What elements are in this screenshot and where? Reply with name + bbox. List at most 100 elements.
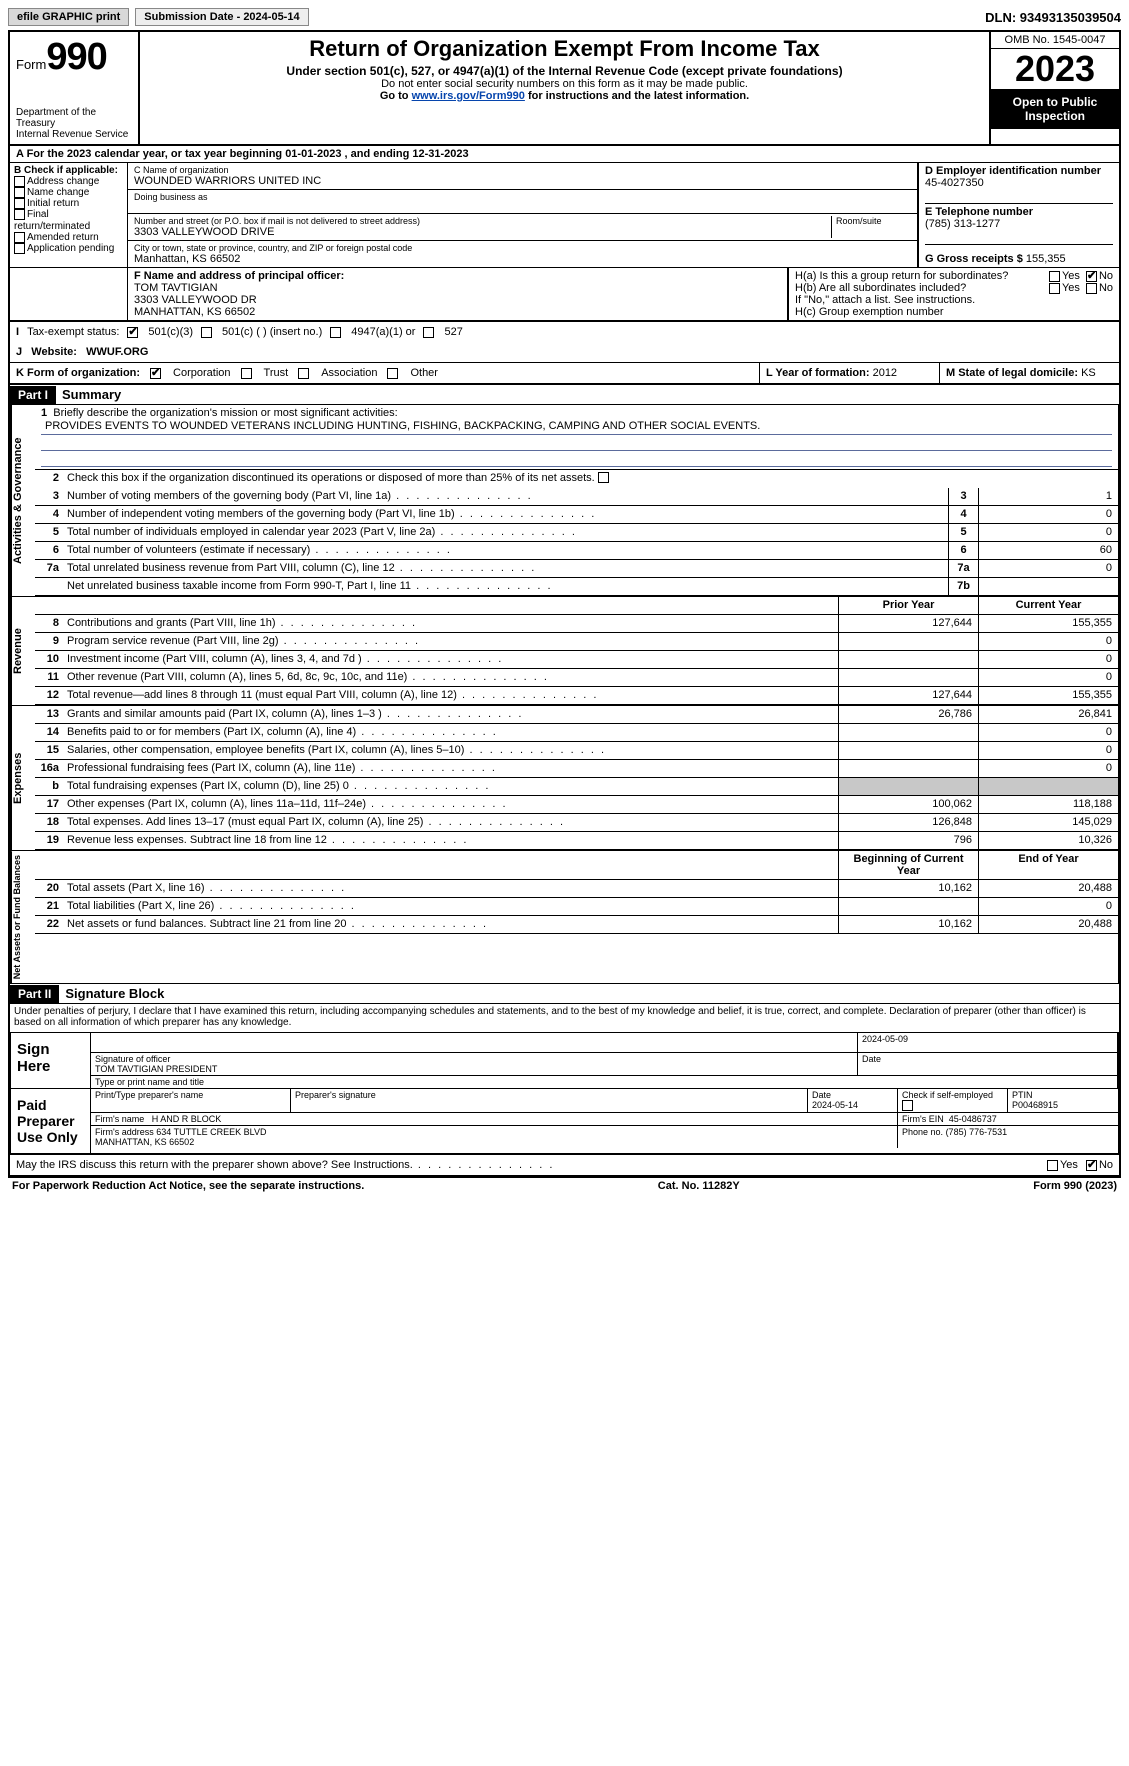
chk-amended[interactable] [14, 232, 25, 243]
summary-expenses: Expenses 13Grants and similar amounts pa… [10, 706, 1119, 851]
i-label: I [16, 326, 19, 338]
col-prior: Prior Year [838, 597, 978, 614]
website-row: J Website: WWUF.ORG [10, 342, 1119, 363]
chk-initial[interactable] [14, 198, 25, 209]
col-end: End of Year [978, 851, 1118, 879]
chk-assoc[interactable] [298, 368, 309, 379]
chk-501c3[interactable] [127, 327, 138, 338]
paid-preparer-label: Paid Preparer Use Only [11, 1089, 91, 1153]
chk-address-change[interactable] [14, 176, 25, 187]
col-begin: Beginning of Current Year [838, 851, 978, 879]
opt-address-change: Address change [27, 176, 99, 187]
efile-button[interactable]: efile GRAPHIC print [8, 8, 129, 26]
part2-header: Part II [10, 985, 59, 1003]
discuss-no: No [1099, 1159, 1113, 1171]
chk-4947[interactable] [330, 327, 341, 338]
chk-discuss-no[interactable] [1086, 1160, 1097, 1171]
prep-name-label: Print/Type preparer's name [91, 1089, 291, 1113]
chk-501c[interactable] [201, 327, 212, 338]
opt-527: 527 [444, 326, 462, 338]
chk-ha-yes[interactable] [1049, 271, 1060, 282]
side-expenses: Expenses [11, 706, 35, 850]
identity-block: B Check if applicable: Address change Na… [10, 163, 1119, 268]
footer: For Paperwork Reduction Act Notice, see … [8, 1177, 1121, 1194]
k-label: K Form of organization: [16, 367, 140, 379]
room-label: Room/suite [836, 216, 911, 226]
footer-left: For Paperwork Reduction Act Notice, see … [12, 1180, 364, 1192]
dba-label: Doing business as [134, 192, 911, 202]
top-bar: efile GRAPHIC print Submission Date - 20… [8, 8, 1121, 26]
table-row: 10Investment income (Part VIII, column (… [35, 651, 1118, 669]
table-row: 16aProfessional fundraising fees (Part I… [35, 760, 1118, 778]
chk-other[interactable] [387, 368, 398, 379]
hb-yes: Yes [1062, 282, 1080, 294]
dln: DLN: 93493135039504 [985, 10, 1121, 25]
submission-date: Submission Date - 2024-05-14 [135, 8, 308, 26]
side-governance: Activities & Governance [11, 405, 35, 596]
officer-name: TOM TAVTIGIAN [134, 282, 781, 294]
chk-trust[interactable] [241, 368, 252, 379]
opt-initial: Initial return [27, 198, 79, 209]
l-value: 2012 [873, 367, 897, 379]
summary-netassets: Net Assets or Fund Balances Beginning of… [10, 851, 1119, 984]
prep-phone: (785) 776-7531 [946, 1127, 1008, 1137]
summary-governance: Activities & Governance 1 Briefly descri… [10, 405, 1119, 597]
j-label: J [16, 346, 22, 358]
opt-501c: 501(c) ( ) (insert no.) [222, 326, 322, 338]
dept-treasury: Department of the Treasury Internal Reve… [16, 107, 132, 140]
table-row: 11Other revenue (Part VIII, column (A), … [35, 669, 1118, 687]
table-row: 6Total number of volunteers (estimate if… [35, 542, 1118, 560]
chk-self-emp[interactable] [902, 1100, 913, 1111]
opt-assoc: Association [321, 367, 377, 379]
part1-title: Summary [56, 385, 127, 404]
chk-hb-yes[interactable] [1049, 283, 1060, 294]
chk-line2[interactable] [598, 472, 609, 483]
table-row: 7aTotal unrelated business revenue from … [35, 560, 1118, 578]
mission-label: Briefly describe the organization's miss… [53, 407, 397, 419]
ha-no: No [1099, 270, 1113, 282]
col-current: Current Year [978, 597, 1118, 614]
table-row: 9Program service revenue (Part VIII, lin… [35, 633, 1118, 651]
mission-blank1 [41, 435, 1112, 451]
box-c: C Name of organization WOUNDED WARRIORS … [128, 163, 919, 267]
signature-block: Sign Here 2024-05-09 Signature of office… [10, 1032, 1119, 1154]
table-row: 12Total revenue—add lines 8 through 11 (… [35, 687, 1118, 705]
chk-ha-no[interactable] [1086, 271, 1097, 282]
irs-link[interactable]: www.irs.gov/Form990 [412, 90, 525, 102]
chk-527[interactable] [423, 327, 434, 338]
mission-blank2 [41, 451, 1112, 467]
discuss-text: May the IRS discuss this return with the… [16, 1159, 1047, 1171]
m-value: KS [1081, 367, 1096, 379]
hb-label: H(b) Are all subordinates included? [795, 282, 1049, 294]
phone-value: (785) 313-1277 [925, 218, 1113, 230]
table-row: 18Total expenses. Add lines 13–17 (must … [35, 814, 1118, 832]
table-row: 5Total number of individuals employed in… [35, 524, 1118, 542]
ptin-value: P00468915 [1012, 1100, 1058, 1110]
form-label: Form [16, 57, 46, 72]
chk-pending[interactable] [14, 243, 25, 254]
footer-mid: Cat. No. 11282Y [658, 1180, 740, 1192]
form-title: Return of Organization Exempt From Incom… [148, 36, 981, 62]
table-row: Net unrelated business taxable income fr… [35, 578, 1118, 596]
hb-note: If "No," attach a list. See instructions… [795, 294, 1113, 306]
firm-addr-label: Firm's address [95, 1127, 154, 1137]
prep-sig-label: Preparer's signature [291, 1089, 808, 1113]
tax-year: 2023 [991, 49, 1119, 89]
summary-revenue: Revenue Prior Year Current Year 8Contrib… [10, 597, 1119, 706]
goto-pre: Go to [380, 90, 412, 102]
table-row: 20Total assets (Part X, line 16)10,16220… [35, 880, 1118, 898]
opt-final: Final return/terminated [14, 210, 90, 232]
sign-here-label: Sign Here [11, 1033, 91, 1088]
prep-date-label: Date [812, 1090, 831, 1100]
city-label: City or town, state or province, country… [134, 243, 911, 253]
table-row: 14Benefits paid to or for members (Part … [35, 724, 1118, 742]
form-header: Form990 Department of the Treasury Inter… [10, 32, 1119, 146]
chk-discuss-yes[interactable] [1047, 1160, 1058, 1171]
tax-status-label: Tax-exempt status: [27, 326, 119, 338]
form-container: Form990 Department of the Treasury Inter… [8, 30, 1121, 1177]
chk-name-change[interactable] [14, 187, 25, 198]
chk-final[interactable] [14, 209, 25, 220]
chk-hb-no[interactable] [1086, 283, 1097, 294]
chk-corp[interactable] [150, 368, 161, 379]
table-row: 3Number of voting members of the governi… [35, 488, 1118, 506]
